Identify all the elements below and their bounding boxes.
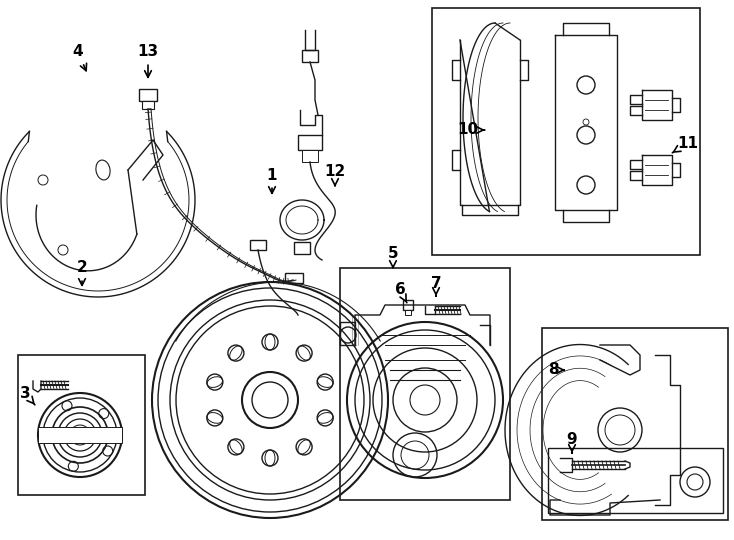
Text: 8: 8 <box>548 362 564 377</box>
Bar <box>142 101 154 109</box>
Text: 2: 2 <box>76 260 87 285</box>
Bar <box>298 135 322 150</box>
Bar <box>139 89 157 101</box>
Text: 5: 5 <box>388 246 399 267</box>
Text: 6: 6 <box>395 282 407 303</box>
Bar <box>302 50 318 62</box>
Text: 13: 13 <box>137 44 159 77</box>
Bar <box>18 355 145 495</box>
Bar <box>285 273 303 283</box>
Bar <box>542 328 728 520</box>
Bar <box>294 242 310 254</box>
Bar <box>403 300 413 310</box>
Text: 10: 10 <box>457 123 484 138</box>
Bar <box>432 8 700 255</box>
Bar <box>548 448 723 513</box>
Text: 7: 7 <box>431 275 441 296</box>
Text: 3: 3 <box>20 386 35 405</box>
Bar <box>340 268 510 500</box>
Text: 4: 4 <box>73 44 87 71</box>
Bar <box>302 150 318 162</box>
Bar <box>38 427 122 443</box>
Bar <box>405 310 411 315</box>
Text: 11: 11 <box>672 136 699 153</box>
Text: 9: 9 <box>567 433 578 453</box>
Bar <box>250 240 266 250</box>
Text: 12: 12 <box>324 165 346 186</box>
Text: 1: 1 <box>266 167 277 193</box>
